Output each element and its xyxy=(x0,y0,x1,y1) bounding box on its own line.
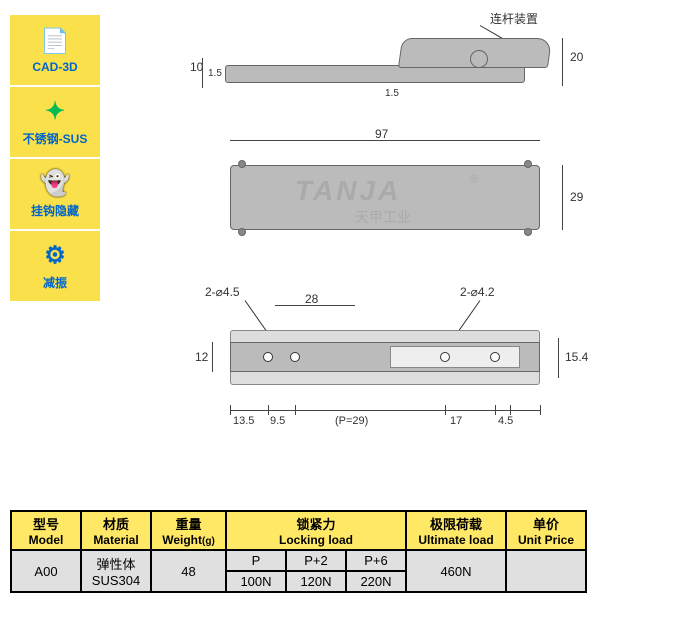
dim-1p5a: 1.5 xyxy=(208,68,222,79)
badge-sus: ✦ 不锈钢-SUS xyxy=(10,87,100,157)
cell-weight: 48 xyxy=(151,550,226,592)
th-material: 材质 Material xyxy=(81,511,151,550)
callout-line xyxy=(245,300,269,333)
dimline xyxy=(562,38,563,86)
cell-p-h: P xyxy=(226,550,286,571)
badge-label: 不锈钢-SUS xyxy=(23,130,88,147)
reg-mark: ® xyxy=(470,172,479,186)
hole xyxy=(440,352,450,362)
table-body: A00 弹性体 SUS304 48 P P+2 P+6 460N 100N 12… xyxy=(11,550,586,592)
pin xyxy=(524,228,532,236)
tick xyxy=(495,405,496,415)
dim-p29: (P=29) xyxy=(335,415,368,427)
dim-45b: 4.5 xyxy=(498,415,513,427)
file-icon: 📄 xyxy=(40,27,70,56)
cell-p2-h: P+2 xyxy=(286,550,346,571)
pin xyxy=(524,160,532,168)
dim-97: 97 xyxy=(375,127,388,141)
cell-p6-v: 220N xyxy=(346,571,406,592)
th-model: 型号 Model xyxy=(11,511,81,550)
th-locking: 锁紧力 Locking load xyxy=(226,511,406,550)
tick xyxy=(230,405,231,415)
tick xyxy=(268,405,269,415)
cell-material: 弹性体 SUS304 xyxy=(81,550,151,592)
pin xyxy=(238,160,246,168)
hole xyxy=(490,352,500,362)
dim-135: 13.5 xyxy=(233,415,254,427)
dimline-bottom xyxy=(230,410,540,411)
dim-hole-45: 2-⌀4.5 xyxy=(205,285,240,299)
cell-p6-h: P+6 xyxy=(346,550,406,571)
dim-28: 28 xyxy=(305,292,318,306)
spec-table: 型号 Model 材质 Material 重量 Weight(g) 锁紧力 Lo… xyxy=(10,510,587,593)
cell-ultimate: 460N xyxy=(406,550,506,592)
pin xyxy=(238,228,246,236)
badge-damp: ⚙ 减振 xyxy=(10,231,100,301)
hole xyxy=(290,352,300,362)
cell-price xyxy=(506,550,586,592)
brand-watermark-sub: 天甲工业 xyxy=(355,207,411,227)
badge-label: 挂钩隐藏 xyxy=(31,202,79,219)
dimline xyxy=(212,342,213,372)
cell-p-v: 100N xyxy=(226,571,286,592)
th-ultimate: 极限荷载 Ultimate load xyxy=(406,511,506,550)
feature-badges: 📄 CAD-3D ✦ 不锈钢-SUS 👻 挂钩隐藏 ⚙ 减振 xyxy=(10,15,100,303)
dim-hole-42: 2-⌀4.2 xyxy=(460,285,495,299)
tick xyxy=(295,405,296,415)
spring-icon: ⚙ xyxy=(44,241,66,270)
th-weight: 重量 Weight(g) xyxy=(151,511,226,550)
tick xyxy=(510,405,511,415)
dim-154: 15.4 xyxy=(565,350,588,364)
cell-model: A00 xyxy=(11,550,81,592)
hinge-pin xyxy=(470,50,488,68)
dimline xyxy=(558,338,559,378)
hole xyxy=(263,352,273,362)
cell-p2-v: 120N xyxy=(286,571,346,592)
dim-12: 12 xyxy=(195,350,208,364)
tick xyxy=(540,405,541,415)
mount-plate xyxy=(390,346,520,368)
star-icon: ✦ xyxy=(45,97,65,126)
dim-29: 29 xyxy=(570,190,583,204)
dim-1p5b: 1.5 xyxy=(385,88,399,99)
badge-label: 减振 xyxy=(43,274,67,291)
badge-hook: 👻 挂钩隐藏 xyxy=(10,159,100,229)
dimline xyxy=(562,165,563,230)
badge-label: CAD-3D xyxy=(32,60,77,74)
table-row: A00 弹性体 SUS304 48 P P+2 P+6 460N xyxy=(11,550,586,571)
dim-95: 9.5 xyxy=(270,415,285,427)
tick xyxy=(445,405,446,415)
callout-label: 连杆装置 xyxy=(490,10,538,27)
ghost-icon: 👻 xyxy=(40,169,70,198)
page-root: 📄 CAD-3D ✦ 不锈钢-SUS 👻 挂钩隐藏 ⚙ 减振 连杆装置 xyxy=(0,0,700,635)
dim-20: 20 xyxy=(570,50,583,64)
brand-watermark: TANJA xyxy=(295,175,401,207)
technical-drawing: 连杆装置 10 1.5 1.5 20 97 xyxy=(130,10,690,490)
dim-17: 17 xyxy=(450,415,462,427)
badge-cad: 📄 CAD-3D xyxy=(10,15,100,85)
dimline xyxy=(202,58,203,88)
th-price: 单价 Unit Price xyxy=(506,511,586,550)
table-header: 型号 Model 材质 Material 重量 Weight(g) 锁紧力 Lo… xyxy=(11,511,586,550)
